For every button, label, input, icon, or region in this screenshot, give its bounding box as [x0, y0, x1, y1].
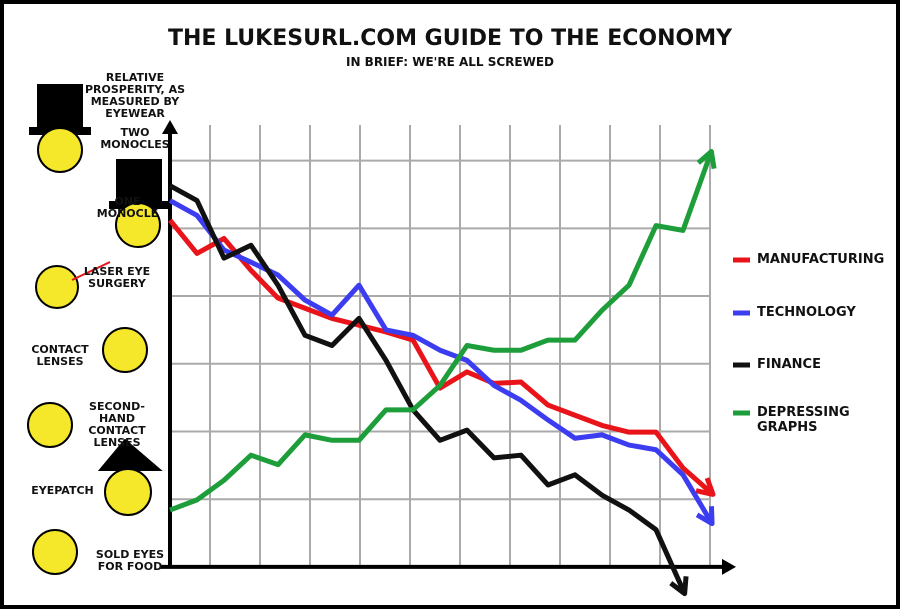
faces — [27, 84, 169, 575]
series-line — [169, 154, 713, 513]
y-axis-arrow — [162, 120, 178, 134]
arrow-head — [695, 477, 716, 497]
series-line — [168, 183, 686, 591]
x-axis-arrow — [722, 558, 736, 575]
legend-label: MANUFACTURING — [757, 252, 885, 267]
legend-label: TECHNOLOGY — [757, 305, 856, 320]
y-tick-label: TWO MONOCLES — [100, 125, 170, 151]
series-line — [168, 198, 713, 522]
arrow-head — [695, 506, 715, 527]
legend-label: DEPRESSING GRAPHS — [757, 405, 850, 435]
y-tick-label: ONE MONOCLE — [96, 195, 159, 221]
y-tick-label: SECOND-HAND CONTACT LENSES — [88, 400, 146, 450]
arrow-head — [669, 576, 689, 597]
y-axis-label: RELATIVE PROSPERITY, AS MEASURED BY EYEW… — [84, 71, 186, 120]
y-tick-label: CONTACT LENSES — [31, 342, 89, 368]
y-tick-label: LASER EYE SURGERY — [83, 265, 151, 291]
chart-subtitle: IN BRIEF: WE'RE ALL SCREWED — [345, 55, 554, 69]
legend-label: FINANCE — [757, 357, 821, 372]
y-tick-label: SOLD EYES FOR FOOD — [95, 547, 165, 573]
y-tick-label: EYEPATCH — [31, 484, 94, 498]
chart-title: THE LUKESURL.COM GUIDE TO THE ECONOMY — [167, 26, 733, 51]
arrow-head — [696, 148, 717, 169]
